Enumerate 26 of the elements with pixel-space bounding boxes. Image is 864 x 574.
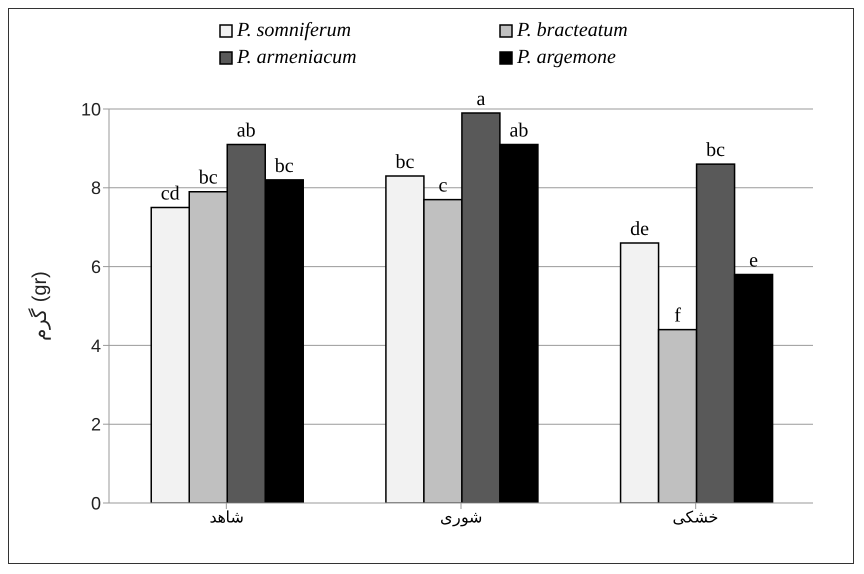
x-tick-label: شاهد xyxy=(209,509,244,526)
legend-label: P. somniferum xyxy=(237,19,352,42)
data-label: f xyxy=(674,304,682,327)
data-label: bc xyxy=(395,150,414,173)
x-tick-label: خشکی xyxy=(672,509,719,526)
x-tick-label: شوری xyxy=(440,509,482,526)
y-tick-label: 10 xyxy=(80,99,101,120)
data-label: ab xyxy=(236,119,256,142)
y-tick-label: 4 xyxy=(90,336,101,356)
y-tick-label: 0 xyxy=(90,493,101,514)
data-label: bc xyxy=(274,154,294,177)
legend-label: P. argemone xyxy=(517,46,616,69)
y-axis-title: گرم (gr) xyxy=(28,271,52,341)
data-label: e xyxy=(749,249,758,272)
data-label: cd xyxy=(160,182,180,204)
data-label: de xyxy=(630,218,650,240)
legend-label: P. bracteatum xyxy=(517,19,628,42)
data-label: a xyxy=(476,88,486,110)
y-tick-label: 2 xyxy=(90,414,101,435)
y-tick-label: 8 xyxy=(90,178,101,198)
data-label: ab xyxy=(509,119,528,142)
legend-label: P. armeniacum xyxy=(237,46,357,69)
data-label: bc xyxy=(198,166,218,189)
data-label: c xyxy=(438,174,448,197)
data-label: bc xyxy=(706,139,726,162)
y-tick-label: 6 xyxy=(90,256,101,277)
